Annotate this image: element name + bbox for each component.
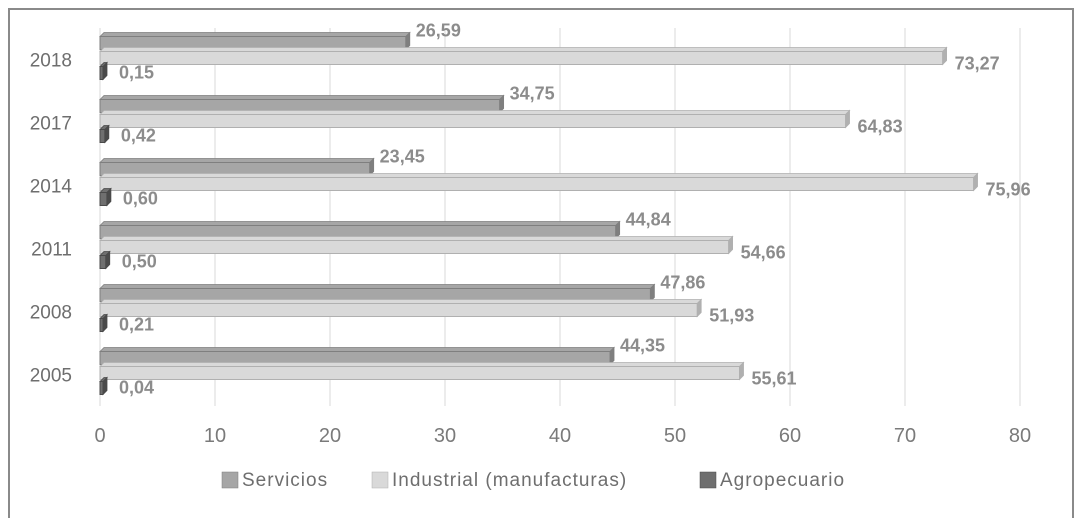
bar-top-face: [99, 347, 615, 352]
bar-agropecuario: [99, 255, 107, 269]
bar-industrial: [99, 177, 975, 191]
legend-swatch: [371, 471, 389, 489]
legend-swatch: [699, 471, 717, 489]
y-category-label: 2011: [31, 240, 72, 261]
legend-label: Servicios: [242, 470, 328, 491]
data-label: 75,96: [986, 180, 1031, 200]
y-category-label: 2018: [30, 51, 72, 72]
bar-top-face: [99, 284, 656, 289]
bar-top-face: [99, 236, 734, 241]
legend-swatch: [221, 471, 239, 489]
data-label: 73,27: [955, 54, 1000, 74]
bar-industrial: [99, 51, 944, 65]
y-category-label: 2017: [30, 114, 72, 135]
bar-industrial: [99, 303, 698, 317]
x-tick-label: 70: [894, 425, 916, 447]
axes: 0 10 20 30 40 50 60 70 80 2005 2008 2011 2014 2017 201…: [30, 51, 1031, 448]
bar-agropecuario: [99, 129, 106, 143]
x-tick-label: 20: [319, 425, 341, 447]
data-label: 0,04: [119, 378, 154, 398]
x-tick-label: 30: [434, 425, 456, 447]
data-label: 26,59: [416, 21, 461, 41]
x-tick-label: 0: [94, 425, 105, 447]
chart-frame: [8, 8, 1074, 518]
bar-industrial: [99, 114, 847, 128]
data-label: 0,21: [119, 315, 154, 335]
bar-industrial: [99, 366, 741, 380]
bar-top-face: [99, 110, 851, 115]
bar-agropecuario: [99, 318, 104, 332]
x-tick-label: 40: [549, 425, 571, 447]
x-tick-label: 60: [779, 425, 801, 447]
legend: Servicios Industrial (manufacturas) Agrope…: [221, 470, 845, 491]
bar-top-face: [99, 32, 411, 37]
bar-top-face: [99, 47, 948, 52]
bar-agropecuario: [99, 192, 108, 206]
legend-label: Agropecuario: [720, 470, 845, 491]
data-label: 54,66: [741, 243, 786, 263]
x-tick-label: 80: [1009, 425, 1031, 447]
data-label: 0,15: [119, 63, 154, 83]
bar-industrial: [99, 240, 730, 254]
data-label: 55,61: [752, 369, 797, 389]
data-label: 64,83: [858, 117, 903, 137]
bars: [99, 31, 979, 396]
data-label: 51,93: [709, 306, 754, 326]
bar-top-face: [99, 95, 505, 100]
bar-top-face: [99, 173, 979, 178]
data-label: 34,75: [510, 84, 555, 104]
data-label: 44,35: [620, 336, 665, 356]
x-tick-label: 50: [664, 425, 686, 447]
bar-top-face: [99, 158, 375, 163]
data-label: 44,84: [626, 210, 671, 230]
bar-top-face: [99, 221, 621, 226]
bar-agropecuario: [99, 381, 104, 395]
data-label: 47,86: [660, 273, 705, 293]
x-tick-label: 10: [204, 425, 226, 447]
data-label: 0,60: [123, 189, 158, 209]
bar-top-face: [99, 299, 703, 304]
bar-agropecuario: [99, 66, 104, 80]
data-label: 0,42: [121, 126, 156, 146]
y-category-label: 2014: [30, 177, 73, 198]
data-label: 23,45: [380, 147, 425, 167]
legend-label: Industrial (manufacturas): [392, 470, 627, 491]
bar-top-face: [99, 362, 745, 367]
y-category-label: 2005: [30, 366, 72, 387]
y-category-label: 2008: [30, 303, 72, 324]
gridlines: [99, 28, 1021, 406]
data-label: 0,50: [122, 252, 157, 272]
